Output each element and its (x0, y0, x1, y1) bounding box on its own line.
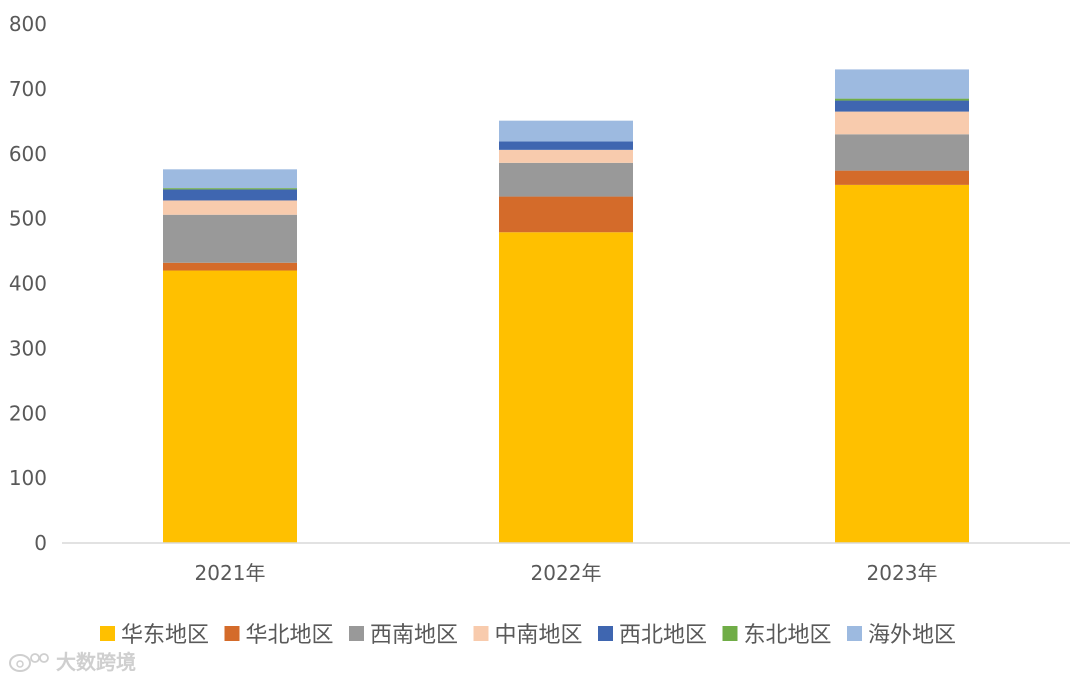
bar-segment (499, 141, 633, 150)
watermark: 大数跨境 (8, 646, 136, 675)
bar-segment (163, 200, 297, 215)
legend-label: 华北地区 (246, 623, 334, 648)
bar-segment (499, 196, 633, 233)
legend-label: 海外地区 (868, 623, 956, 648)
bar-segment (163, 262, 297, 271)
legend-label: 华东地区 (121, 623, 209, 648)
legend: 华东地区 华北地区 西南地区 中南地区 西北地区 东北地区 海外地区 (100, 623, 956, 648)
watermark-text: 大数跨境 (56, 650, 136, 674)
weibo-logo-icon (9, 652, 49, 672)
bar-segment (163, 188, 297, 190)
y-tick-label: 600 (9, 142, 47, 166)
bar-segment (163, 270, 297, 543)
y-axis-ticks: 0 100 200 300 400 500 600 700 800 (9, 12, 47, 555)
bar-segment (835, 69, 969, 99)
x-axis-categories: 2021年 2022年 2023年 (195, 561, 938, 585)
legend-swatch (224, 626, 240, 641)
bar-segment (835, 100, 969, 112)
bar-segment (499, 149, 633, 163)
legend-label: 西北地区 (619, 623, 707, 648)
y-tick-label: 300 (9, 336, 47, 360)
bar-segment (835, 170, 969, 185)
legend-label: 东北地区 (744, 623, 832, 648)
legend-swatch (349, 626, 364, 641)
x-category-label: 2022年 (531, 561, 602, 585)
bar-segment (835, 134, 969, 171)
bar-segment (163, 169, 297, 189)
legend-label: 西南地区 (370, 623, 458, 648)
y-tick-label: 500 (9, 207, 47, 231)
y-tick-label: 700 (9, 77, 47, 101)
y-tick-label: 0 (34, 531, 47, 555)
bar-segment (499, 120, 633, 142)
legend-swatch (598, 626, 613, 641)
bar-segment (499, 162, 633, 197)
bars-group (163, 69, 969, 543)
y-tick-label: 800 (9, 12, 47, 36)
legend-label: 中南地区 (495, 623, 583, 648)
legend-swatch (847, 626, 862, 641)
y-tick-label: 400 (9, 272, 47, 296)
x-category-label: 2023年 (867, 561, 938, 585)
legend-swatch (100, 626, 115, 641)
bar-segment (835, 184, 969, 543)
y-tick-label: 200 (9, 401, 47, 425)
bar-segment (163, 214, 297, 263)
bar-segment (835, 111, 969, 135)
bar-segment (835, 98, 969, 101)
x-category-label: 2021年 (195, 561, 266, 585)
y-tick-label: 100 (9, 466, 47, 490)
bar-segment (499, 232, 633, 543)
bar-segment (163, 189, 297, 201)
legend-swatch (722, 626, 738, 641)
legend-swatch (473, 626, 489, 641)
